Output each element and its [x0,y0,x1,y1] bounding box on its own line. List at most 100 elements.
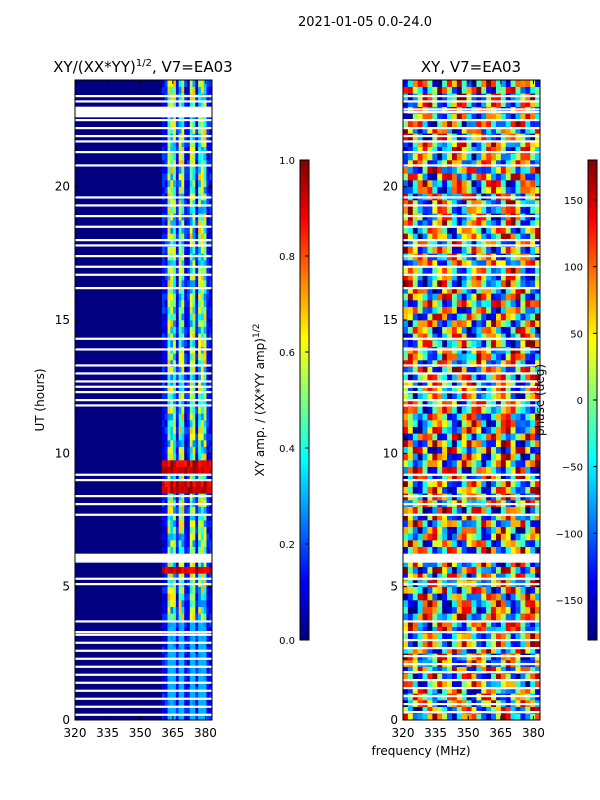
heatmap-cell [451,593,458,601]
heatmap-cell [175,560,179,567]
heatmap-cell [186,226,191,234]
heatmap-cell [164,100,168,107]
heatmap-cell [505,140,511,147]
heatmap-cell [178,520,182,527]
heatmap-cell [442,713,448,720]
heatmap-cell [206,300,210,307]
heatmap-cell [456,246,463,254]
heatmap-cell [466,600,472,607]
heatmap-cell [481,266,487,274]
flagged-gap [75,503,212,506]
heatmap-cell [412,226,418,234]
heatmap-cell [161,420,166,427]
heatmap-cell [164,520,168,527]
heatmap-cell [451,666,458,674]
heatmap-cell [456,466,463,474]
phase-panel-title: XY, V7=EA03 [421,58,521,76]
heatmap-cell [500,680,507,687]
heatmap-cell [520,620,526,627]
heatmap-cell [486,246,492,254]
heatmap-cell [206,240,210,247]
heatmap-cell [175,373,179,381]
heatmap-cell [167,186,171,194]
heatmap-cell [442,393,448,401]
heatmap-cell [164,560,168,567]
heatmap-cell [181,393,185,401]
heatmap-cell [200,80,204,87]
heatmap-cell [476,613,482,621]
heatmap-cell [432,513,438,521]
heatmap-cell [189,180,193,187]
heatmap-cell [505,446,511,454]
heatmap-cell [442,386,448,394]
heatmap-cell [164,280,168,287]
heatmap-cell [189,146,193,154]
heatmap-cell [167,286,171,294]
heatmap-cell [456,626,463,634]
heatmap-cell [189,360,193,367]
heatmap-cell [451,226,458,234]
heatmap-cell [184,706,188,714]
heatmap-cell [203,380,207,387]
heatmap-cell [173,326,177,334]
heatmap-cell [170,246,174,254]
heatmap-cell [471,280,477,287]
heatmap-cell [186,120,191,127]
flagged-gap [75,495,212,498]
heatmap-cell [403,333,409,341]
heatmap-cell [170,306,174,314]
heatmap-cell [476,480,482,487]
heatmap-cell [427,466,433,474]
heatmap-cell [476,266,482,274]
heatmap-cell [525,173,531,181]
heatmap-cell [520,453,526,461]
heatmap-cell [178,440,182,447]
heatmap-cell [167,386,171,394]
heatmap-cell [427,420,433,427]
heatmap-cell [481,200,487,207]
heatmap-cell [500,200,507,207]
heatmap-cell [520,466,526,474]
heatmap-cell [505,480,511,487]
heatmap-cell [195,153,199,161]
heatmap-cell [451,626,458,634]
heatmap-cell [442,433,448,441]
heatmap-cell [500,306,507,314]
heatmap-cell [200,520,204,527]
heatmap-cell [447,506,453,514]
heatmap-cell [481,333,487,341]
heatmap-cell [161,566,166,574]
heatmap-cell [481,613,487,621]
heatmap-cell [500,546,507,554]
heatmap-cell [535,126,540,134]
heatmap-cell [486,273,492,281]
heatmap-cell [500,86,507,94]
heatmap-cell [403,260,409,267]
shared-xlabel: frequency (MHz) [371,744,470,758]
heatmap-cell [466,360,472,367]
heatmap-cell [209,333,212,341]
heatmap-cell [427,100,433,107]
heatmap-cell [447,613,453,621]
heatmap-cell [447,433,453,441]
heatmap-cell [200,246,204,254]
heatmap-cell [209,300,212,307]
heatmap-cell [161,660,166,667]
heatmap-cell [486,266,492,274]
heatmap-cell [186,480,191,487]
heatmap-cell [535,613,540,621]
heatmap-cell [525,606,531,614]
heatmap-cell [461,300,467,307]
heatmap-cell [200,666,204,674]
heatmap-cell [491,140,497,147]
heatmap-cell [161,513,166,521]
heatmap-cell [161,313,166,321]
heatmap-cell [481,666,487,674]
flagged-gap [403,479,540,482]
colorbar-tick-label: 150 [564,196,583,207]
heatmap-cell [495,80,502,87]
heatmap-cell [505,186,511,194]
heatmap-cell [189,126,193,134]
heatmap-cell [173,526,177,534]
heatmap-cell [447,446,453,454]
